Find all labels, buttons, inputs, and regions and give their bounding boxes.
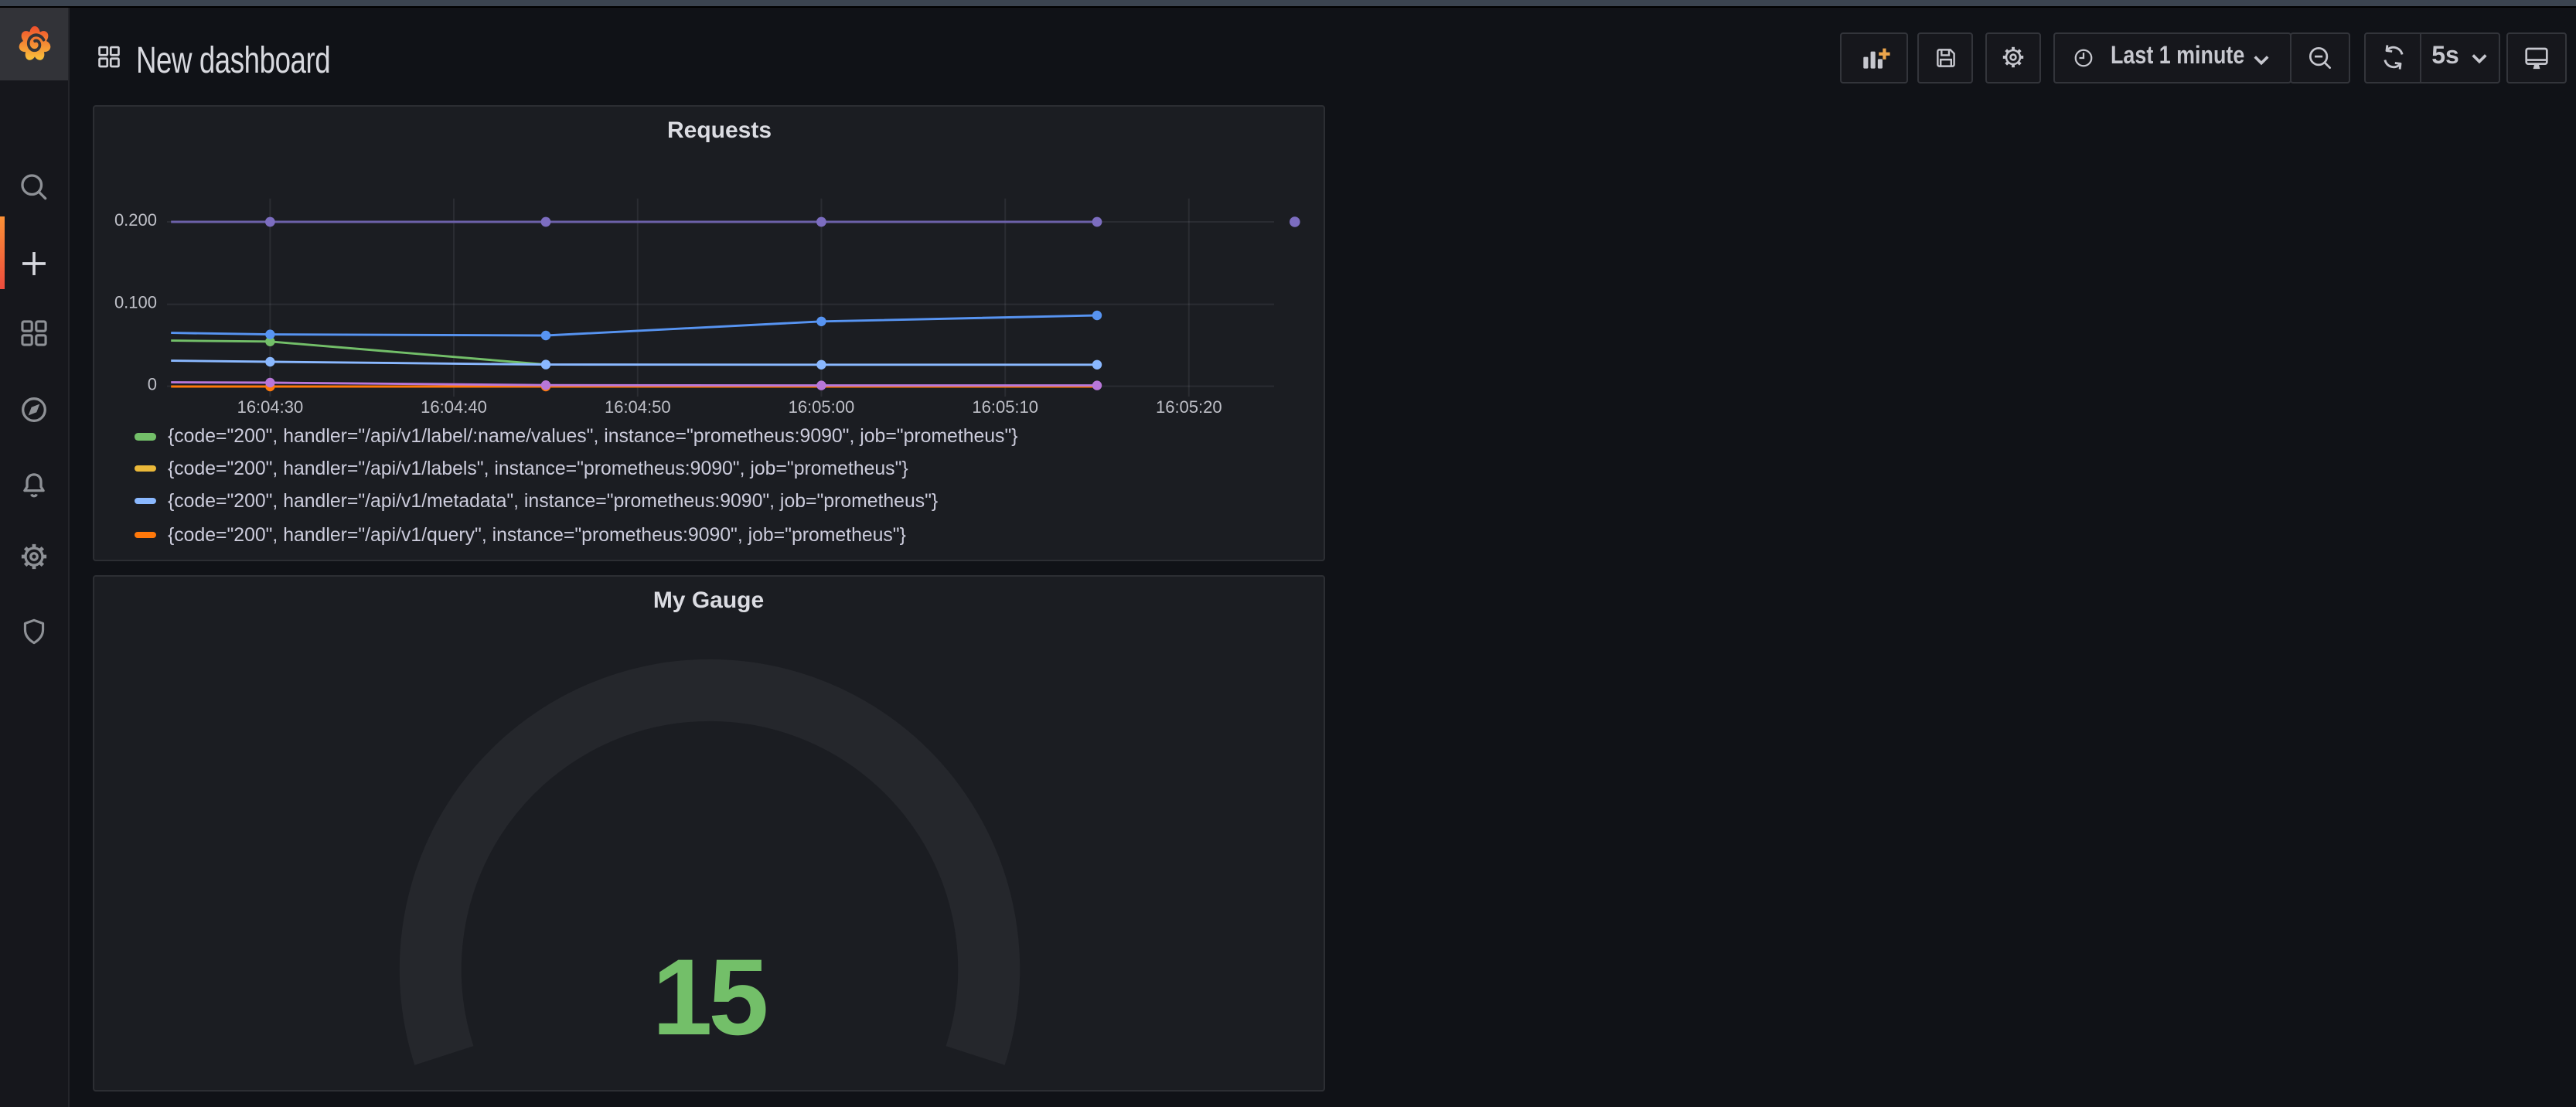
- svg-text:16:04:40: 16:04:40: [421, 397, 487, 416]
- svg-text:0: 0: [148, 373, 157, 393]
- svg-text:0.100: 0.100: [114, 291, 157, 311]
- svg-text:16:04:30: 16:04:30: [237, 397, 304, 416]
- svg-text:16:04:50: 16:04:50: [605, 397, 671, 416]
- svg-text:0.200: 0.200: [114, 209, 157, 229]
- svg-text:16:05:00: 16:05:00: [789, 397, 855, 416]
- svg-text:16:05:20: 16:05:20: [1156, 397, 1222, 416]
- svg-text:16:05:10: 16:05:10: [972, 397, 1038, 416]
